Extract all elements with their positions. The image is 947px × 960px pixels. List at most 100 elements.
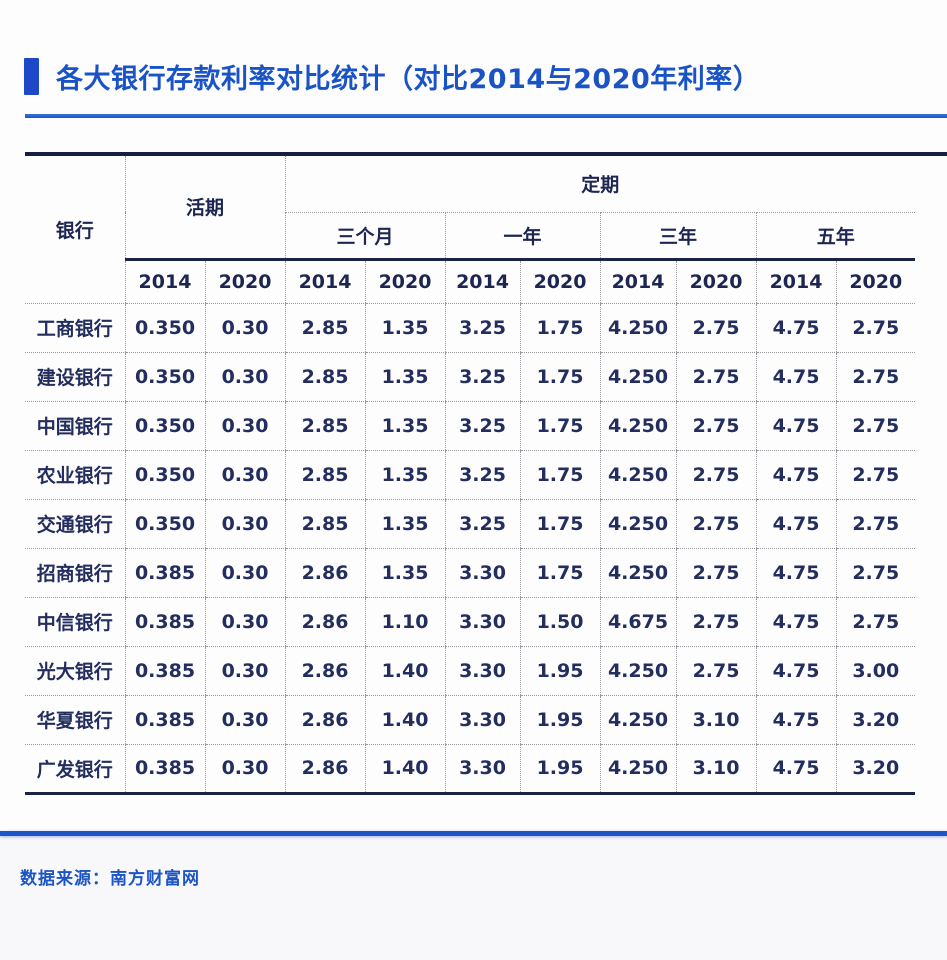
table-row: 华夏银行 0.385 0.30 2.86 1.40 3.30 1.95 4.250 3.10 4.… — [25, 695, 916, 745]
rate-value-cell: 2.85 — [284, 303, 366, 353]
year-header-cell: 2020 — [675, 259, 757, 304]
rate-value-cell: 2.75 — [835, 450, 916, 500]
year-header-cell: 2020 — [835, 259, 916, 304]
bank-name-cell: 中信银行 — [25, 597, 125, 647]
rate-value-cell: 2.75 — [675, 352, 757, 402]
rate-value-cell: 1.75 — [519, 401, 601, 451]
year-header-cell: 2020 — [519, 259, 601, 304]
rate-value-cell: 1.95 — [519, 695, 601, 745]
rate-value-cell: 4.75 — [755, 450, 837, 500]
table-header: 银行 活期 定期 三个月 一年 三年 五年 2014 2020 2014 2020 20… — [25, 156, 916, 304]
rate-value-cell: 2.75 — [675, 597, 757, 647]
year-header-cell: 2014 — [284, 259, 366, 304]
rate-value-cell: 1.75 — [519, 352, 601, 402]
rate-value-cell: 4.75 — [755, 597, 837, 647]
footer-divider — [0, 831, 947, 836]
table-row: 广发银行 0.385 0.30 2.86 1.40 3.30 1.95 4.250 3.10 4.… — [25, 744, 916, 795]
rate-value-cell: 3.25 — [444, 499, 521, 549]
rate-value-cell: 1.35 — [364, 401, 446, 451]
table-row: 中国银行 0.350 0.30 2.85 1.35 3.25 1.75 4.250 2.75 4.… — [25, 401, 916, 451]
page-header: 各大银行存款利率对比统计（对比2014与2020年利率） — [24, 57, 760, 96]
term-header-3months: 三个月 — [284, 212, 446, 261]
rate-value-cell: 2.86 — [284, 548, 366, 598]
rate-value-cell: 2.86 — [284, 744, 366, 795]
rate-value-cell: 0.385 — [124, 597, 205, 647]
rate-value-cell: 0.350 — [124, 352, 205, 402]
rate-value-cell: 0.30 — [204, 597, 286, 647]
title-underline — [25, 114, 947, 118]
rate-value-cell: 2.85 — [284, 401, 366, 451]
rate-value-cell: 1.35 — [364, 548, 446, 598]
table-row: 建设银行 0.350 0.30 2.85 1.35 3.25 1.75 4.250 2.75 4.… — [25, 352, 916, 402]
rate-value-cell: 3.10 — [675, 744, 757, 795]
rate-value-cell: 2.75 — [675, 548, 757, 598]
bank-name-cell: 中国银行 — [25, 401, 125, 451]
rate-value-cell: 2.75 — [835, 352, 916, 402]
rate-value-cell: 4.250 — [599, 695, 677, 745]
rate-value-cell: 1.35 — [364, 352, 446, 402]
year-header-row: 2014 2020 2014 2020 2014 2020 2014 2020 2014 2020 — [25, 259, 916, 304]
rate-value-cell: 4.75 — [755, 646, 837, 696]
rates-tbody: 工商银行 0.350 0.30 2.85 1.35 3.25 1.75 4.250 2.75 4.… — [25, 303, 916, 795]
rate-value-cell: 1.75 — [519, 303, 601, 353]
rate-value-cell: 2.75 — [675, 303, 757, 353]
bank-name-cell: 广发银行 — [25, 744, 125, 795]
demand-deposit-group-header: 活期 — [124, 156, 286, 261]
term-header-row: 三个月 一年 三年 五年 — [25, 212, 916, 261]
rate-value-cell: 1.75 — [519, 548, 601, 598]
rate-value-cell: 0.30 — [204, 744, 286, 795]
rate-value-cell: 2.75 — [835, 548, 916, 598]
table-row: 光大银行 0.385 0.30 2.86 1.40 3.30 1.95 4.250 2.75 4.… — [25, 646, 916, 696]
rate-value-cell: 0.350 — [124, 401, 205, 451]
rate-value-cell: 4.75 — [755, 695, 837, 745]
rate-value-cell: 3.25 — [444, 352, 521, 402]
rate-value-cell: 0.385 — [124, 548, 205, 598]
rate-value-cell: 4.250 — [599, 352, 677, 402]
rate-value-cell: 0.30 — [204, 352, 286, 402]
rate-value-cell: 1.40 — [364, 695, 446, 745]
rate-value-cell: 3.30 — [444, 548, 521, 598]
rate-value-cell: 2.75 — [675, 646, 757, 696]
rate-value-cell: 4.250 — [599, 401, 677, 451]
rate-value-cell: 2.85 — [284, 450, 366, 500]
table-row: 交通银行 0.350 0.30 2.85 1.35 3.25 1.75 4.250 2.75 4.… — [25, 499, 916, 549]
rate-value-cell: 4.250 — [599, 646, 677, 696]
rate-value-cell: 0.350 — [124, 303, 205, 353]
rate-value-cell: 3.10 — [675, 695, 757, 745]
rate-value-cell: 3.30 — [444, 646, 521, 696]
rate-value-cell: 2.75 — [675, 401, 757, 451]
year-header-cell: 2014 — [599, 259, 677, 304]
rate-value-cell: 4.250 — [599, 450, 677, 500]
table-top-border — [25, 152, 947, 156]
bank-name-cell: 建设银行 — [25, 352, 125, 402]
year-header-cell: 2014 — [755, 259, 837, 304]
rate-value-cell: 3.30 — [444, 597, 521, 647]
bank-name-cell: 农业银行 — [25, 450, 125, 500]
rate-value-cell: 1.75 — [519, 499, 601, 549]
rate-value-cell: 2.75 — [835, 303, 916, 353]
table-row: 农业银行 0.350 0.30 2.85 1.35 3.25 1.75 4.250 2.75 4.… — [25, 450, 916, 500]
rate-value-cell: 0.350 — [124, 450, 205, 500]
rate-value-cell: 4.75 — [755, 303, 837, 353]
fixed-deposit-group-header: 定期 — [284, 156, 916, 213]
rate-value-cell: 2.75 — [675, 450, 757, 500]
rate-value-cell: 3.00 — [835, 646, 916, 696]
rates-table: 银行 活期 定期 三个月 一年 三年 五年 2014 2020 2014 2020 20… — [25, 156, 916, 795]
group-header-row: 银行 活期 定期 — [25, 156, 916, 304]
bank-name-cell: 招商银行 — [25, 548, 125, 598]
data-source-text: 数据来源：南方财富网 — [20, 869, 200, 889]
rate-value-cell: 0.30 — [204, 499, 286, 549]
page-title: 各大银行存款利率对比统计（对比2014与2020年利率） — [56, 64, 761, 95]
rate-value-cell: 4.675 — [599, 597, 677, 647]
rate-value-cell: 0.30 — [204, 646, 286, 696]
rate-value-cell: 2.86 — [284, 646, 366, 696]
bank-name-cell: 交通银行 — [25, 499, 125, 549]
rate-value-cell: 4.75 — [755, 499, 837, 549]
bank-name-cell: 工商银行 — [25, 303, 125, 353]
term-header-1year: 一年 — [444, 212, 601, 261]
rate-value-cell: 2.86 — [284, 695, 366, 745]
table-row: 招商银行 0.385 0.30 2.86 1.35 3.30 1.75 4.250 2.75 4.… — [25, 548, 916, 598]
term-header-5years: 五年 — [755, 212, 916, 261]
rate-value-cell: 3.20 — [835, 695, 916, 745]
rate-value-cell: 4.75 — [755, 352, 837, 402]
